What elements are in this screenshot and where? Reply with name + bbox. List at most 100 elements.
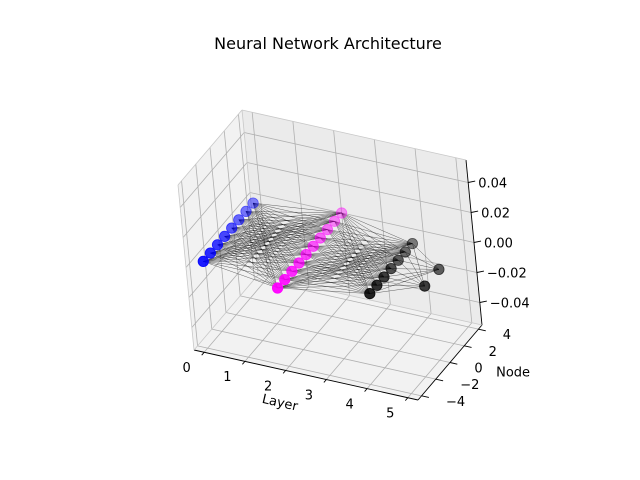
- connection-line: [391, 268, 425, 287]
- node-point-layer-4: [406, 238, 418, 250]
- z-tick-label: −0.02: [487, 267, 527, 282]
- node-point-layer-2: [279, 273, 291, 286]
- connection-line: [252, 202, 321, 239]
- y-tick: [464, 345, 472, 348]
- x-tick-label: 0: [183, 361, 191, 376]
- connection-line: [252, 203, 293, 272]
- connection-line: [231, 227, 278, 289]
- connection-line: [341, 212, 406, 253]
- node-point-layer-0: [247, 197, 259, 209]
- z-tick-label: 0.02: [481, 207, 510, 222]
- node-point-layer-4: [399, 246, 411, 258]
- node-points: [197, 197, 445, 300]
- node-point-layer-4: [378, 271, 390, 283]
- node-point-layer-5: [433, 263, 445, 275]
- x-tick: [242, 361, 246, 365]
- grid-line-z-side: [179, 132, 245, 208]
- connection-line: [245, 211, 278, 289]
- grid-line-y-floor: [225, 312, 451, 363]
- grid-line-z-back: [249, 192, 475, 243]
- connection-line: [320, 237, 370, 294]
- x-tick-label: 1: [223, 370, 231, 385]
- grid-line-z-side: [191, 252, 257, 328]
- grid-line-y-floor: [240, 295, 465, 347]
- x-tick-label: 4: [345, 398, 353, 413]
- node-point-layer-5: [419, 280, 431, 292]
- y-tick: [478, 328, 486, 332]
- connection-line: [412, 243, 425, 287]
- connection-line: [291, 271, 370, 294]
- z-tick-label: 0.04: [478, 177, 507, 192]
- x-axis-line: [193, 349, 419, 401]
- node-point-layer-0: [226, 222, 238, 234]
- connection-line: [398, 260, 425, 287]
- node-point-layer-4: [392, 254, 404, 266]
- node-point-layer-0: [204, 247, 216, 259]
- connection-line: [412, 243, 440, 270]
- connection-line: [238, 219, 278, 289]
- connection-line: [277, 287, 370, 294]
- node-point-layer-2: [286, 265, 298, 277]
- pane-edge: [177, 184, 195, 351]
- connection-line: [341, 212, 385, 278]
- x-tick: [404, 397, 409, 401]
- y-tick-label: 4: [503, 328, 511, 343]
- node-point-layer-4: [371, 279, 383, 291]
- connection-line: [252, 203, 285, 280]
- y-tick-label: −4: [446, 395, 465, 410]
- node-point-layer-2: [300, 249, 312, 261]
- z-tick: [473, 240, 482, 243]
- grid-line-z-back: [247, 162, 472, 213]
- y-tick-label: 0: [474, 362, 482, 377]
- grid-line-y-floor: [211, 328, 436, 380]
- tick-marks: [201, 180, 487, 401]
- connection-line: [405, 251, 440, 270]
- connection-line: [203, 261, 278, 289]
- x-tick: [364, 388, 368, 392]
- connection-line: [327, 229, 370, 294]
- connection-line: [376, 285, 425, 287]
- grid-line-z-side: [182, 162, 248, 238]
- connection-line: [341, 212, 370, 294]
- x-tick-label: 3: [305, 388, 313, 403]
- connection-line: [369, 285, 425, 294]
- x-tick-label: 2: [264, 379, 272, 394]
- node-point-layer-0: [211, 239, 224, 251]
- node-point-layer-0: [219, 230, 231, 242]
- connection-line: [298, 262, 370, 294]
- y-tick: [435, 378, 444, 382]
- pane-edge: [241, 109, 467, 161]
- x-tick-label: 5: [386, 407, 394, 422]
- node-point-layer-4: [385, 262, 397, 275]
- y-axis-label: Node: [496, 366, 530, 381]
- grid-line-z-back: [244, 132, 469, 183]
- connection-line: [305, 254, 370, 294]
- z-tick: [479, 300, 487, 303]
- connection-line: [252, 202, 314, 247]
- x-tick: [201, 351, 205, 356]
- x-tick: [282, 370, 286, 374]
- node-point-layer-2: [271, 282, 284, 294]
- y-tick: [449, 362, 458, 365]
- connection-line: [252, 203, 278, 289]
- connection-line: [224, 236, 278, 289]
- grid-line-y-floor: [197, 345, 422, 397]
- node-point-layer-2: [321, 224, 333, 236]
- connection-line: [341, 212, 399, 261]
- connection-line: [253, 202, 335, 222]
- node-point-layer-2: [328, 215, 341, 227]
- y-tick-label: −2: [460, 378, 479, 393]
- connection-line: [383, 276, 425, 287]
- grid-line-z-side: [185, 192, 251, 268]
- pane-edge: [193, 274, 259, 351]
- pane-edge: [177, 109, 243, 186]
- connection-line: [341, 212, 378, 286]
- node-point-layer-2: [314, 232, 326, 244]
- node-point-layer-0: [233, 214, 245, 226]
- node-point-layer-0: [240, 205, 252, 217]
- z-tick-label: 0.00: [484, 237, 513, 252]
- chart-title: Neural Network Architecture: [214, 34, 442, 53]
- connection-lines: [203, 202, 440, 294]
